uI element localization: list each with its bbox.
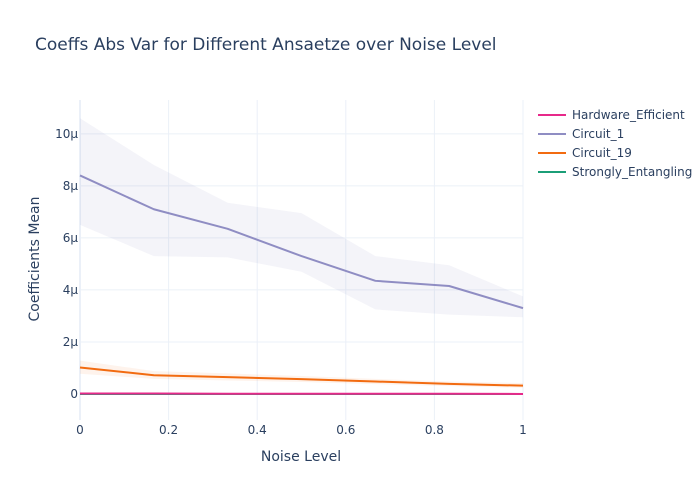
series-lines: [79, 174, 524, 395]
legend-label: Strongly_Entangling: [572, 165, 692, 179]
y-axis-title: Coefficients Mean: [27, 197, 43, 322]
x-tick-label-5: 1: [519, 423, 527, 437]
x-tick-label-3: 0.6: [336, 423, 355, 437]
legend-item-circuit-19[interactable]: Circuit_19: [538, 146, 632, 160]
legend-item-hardware-efficient[interactable]: Hardware_Efficient: [538, 108, 685, 122]
line-hardware-efficient: [80, 392, 524, 395]
x-axis-title: Noise Level: [261, 449, 341, 465]
legend-item-strongly-entangling[interactable]: Strongly_Entangling: [538, 165, 692, 179]
x-tick-label-2: 0.4: [248, 423, 267, 437]
x-tick-label-1: 0.2: [159, 423, 178, 437]
x-tick-label-0: 0: [76, 423, 84, 437]
y-tick-label-3: 6μ: [63, 231, 79, 245]
y-tick-label-4: 8μ: [63, 179, 79, 193]
legend: Hardware_Efficient Circuit_1 Circuit_19 Str…: [538, 108, 692, 179]
y-tick-label-0: 0: [70, 387, 78, 401]
x-axis-ticks: 0 0.2 0.4 0.6 0.8 1: [76, 423, 527, 437]
legend-item-circuit-1[interactable]: Circuit_1: [538, 127, 624, 141]
y-axis-ticks: 0 2μ 4μ 6μ 8μ 10μ: [55, 127, 78, 401]
band-circuit-1: [80, 118, 523, 318]
legend-label: Circuit_1: [572, 127, 624, 141]
y-tick-label-1: 2μ: [63, 335, 79, 349]
legend-label: Hardware_Efficient: [572, 108, 685, 122]
band-circuit-19: [80, 360, 523, 388]
line-circuit-1: [79, 174, 524, 310]
y-tick-label-2: 4μ: [63, 283, 79, 297]
line-circuit-19: [79, 366, 524, 387]
legend-label: Circuit_19: [572, 146, 632, 160]
x-tick-label-4: 0.8: [425, 423, 444, 437]
chart-title: Coeffs Abs Var for Different Ansaetze ov…: [35, 35, 497, 55]
y-tick-label-5: 10μ: [55, 127, 78, 141]
